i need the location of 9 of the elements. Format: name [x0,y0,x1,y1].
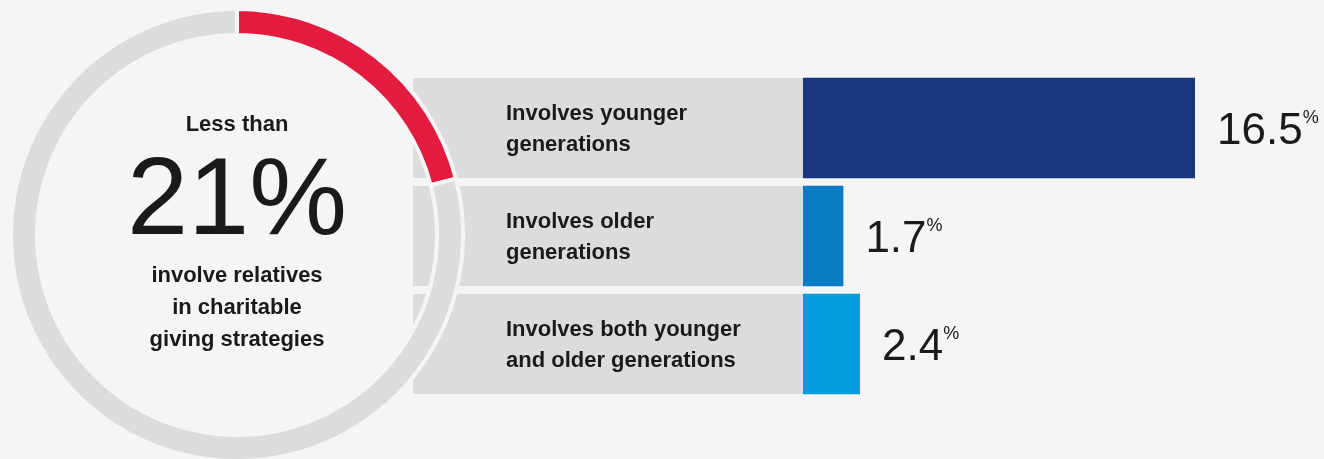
data-label: 16.5% [1217,103,1319,153]
data-label: 2.4% [882,319,960,369]
y-tick-label: Involves younger generations [506,100,694,156]
text: 21% [126,133,348,257]
data-label: 1.7% [865,211,943,261]
text: involve relatives in charitable giving strategies [149,261,325,351]
y-tick-label: Involves older generations [506,208,661,264]
y-tick-label: Involves both younger and older generations [506,316,747,372]
text: Less than [185,110,289,136]
